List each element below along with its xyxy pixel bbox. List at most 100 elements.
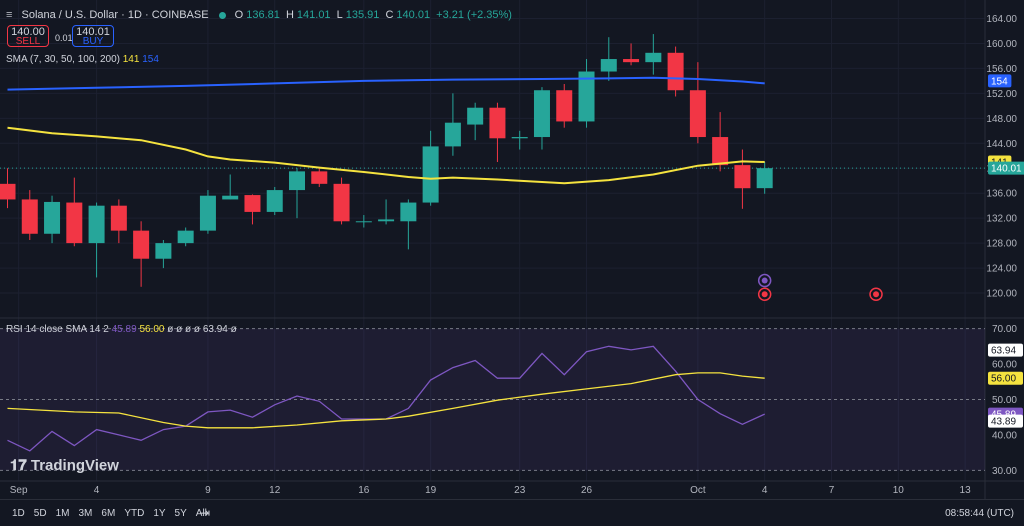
rsi-tick-label: 50.00 — [992, 395, 1017, 406]
candle-body — [511, 137, 528, 139]
candle-body — [66, 202, 83, 244]
rsi-badge-bg — [988, 371, 1023, 385]
candle-body — [133, 230, 150, 259]
time-tick-label: 7 — [829, 485, 835, 496]
time-tick-label: 16 — [358, 485, 370, 496]
candle — [355, 215, 372, 228]
candle — [88, 202, 105, 278]
buy-button[interactable]: 140.01 BUY — [72, 25, 114, 47]
candle-body — [689, 90, 706, 138]
rsi-badge: 63.94 — [988, 343, 1023, 357]
sma-fast-line — [7, 126, 765, 185]
high-value: 141.01 — [296, 9, 331, 21]
menu-icon[interactable]: ≡ — [6, 9, 13, 21]
candle — [311, 168, 328, 187]
time-tick-label: 10 — [893, 485, 905, 496]
clock-readout[interactable]: 08:58:44 (UTC) — [945, 508, 1014, 519]
candle — [511, 130, 528, 150]
range-1m[interactable]: 1M — [55, 508, 70, 519]
tradingview-logo: 𝟏𝟕 TradingView — [10, 457, 119, 474]
candle — [177, 227, 194, 247]
candle-body — [600, 59, 617, 72]
price-tick-label: 164.00 — [986, 14, 1017, 25]
candle — [444, 93, 461, 156]
rsi-badge-label: 63.94 — [991, 346, 1016, 357]
price-tick-label: 160.00 — [986, 39, 1017, 50]
candle-body — [155, 243, 172, 259]
rsi-tick-label: 70.00 — [992, 324, 1017, 335]
candle-body — [333, 183, 350, 222]
candle-body — [222, 195, 239, 200]
candle-body — [444, 122, 461, 147]
candle-body — [734, 165, 751, 189]
range-ytd[interactable]: YTD — [124, 508, 145, 519]
price-tick-label: 136.00 — [986, 189, 1017, 200]
candle — [44, 195, 61, 244]
rsi-tick-label: 30.00 — [992, 466, 1017, 477]
candle-body — [110, 205, 127, 231]
candle-body — [467, 107, 484, 125]
time-tick-label: Oct — [690, 485, 706, 496]
range-5y[interactable]: 5Y — [174, 508, 187, 519]
time-tick-label: 13 — [960, 485, 972, 496]
range-selector: 1D 5D 1M 3M 6M YTD 1Y 5Y All — [12, 508, 216, 519]
candle — [489, 102, 506, 162]
calendar-icon[interactable]: ⇥ — [200, 506, 211, 520]
range-1y[interactable]: 1Y — [153, 508, 166, 519]
price-badge-label: 140.01 — [991, 164, 1022, 175]
bottom-toolbar: 1D 5D 1M 3M 6M YTD 1Y 5Y All ⇥ 08:58:44 (UTC) — [0, 499, 1024, 526]
candle-body — [88, 205, 105, 244]
spread-value: 0.01 — [55, 33, 73, 43]
candle — [244, 194, 261, 225]
sma-slow-line — [7, 76, 765, 91]
candle-body — [645, 52, 662, 63]
event-marker-core — [761, 277, 768, 284]
candle-body — [355, 221, 372, 223]
candle — [689, 62, 706, 144]
candle-body — [266, 190, 283, 212]
event-marker-core — [873, 291, 880, 298]
price-tick-label: 132.00 — [986, 214, 1017, 225]
price-tick-label: 128.00 — [986, 239, 1017, 250]
rsi-badge-bg — [988, 414, 1023, 428]
symbol-title[interactable]: Solana / U.S. Dollar · 1D · COINBASE — [21, 9, 209, 21]
candle-body — [623, 59, 640, 63]
range-6m[interactable]: 6M — [101, 508, 116, 519]
price-tick-label: 124.00 — [986, 264, 1017, 275]
sell-button[interactable]: 140.00 SELL — [7, 25, 49, 47]
candle-body — [578, 71, 595, 122]
range-5d[interactable]: 5D — [33, 508, 47, 519]
candle-body — [199, 195, 216, 231]
candle-body — [177, 230, 194, 244]
rsi-legend[interactable]: RSI 14 close SMA 14 2 45.89 56.00 ø ø ø … — [6, 324, 237, 335]
rsi-badge-bg — [988, 343, 1023, 357]
price-badge-label: 154 — [991, 76, 1008, 87]
price-tick-label: 152.00 — [986, 89, 1017, 100]
change-value: +3.21 (+2.35%) — [436, 9, 512, 21]
rsi-badge-label: 56.00 — [991, 374, 1016, 385]
flag-event-icon — [869, 287, 883, 302]
range-1d[interactable]: 1D — [12, 508, 25, 519]
candle-body — [667, 52, 684, 91]
price-tick-label: 120.00 — [986, 289, 1017, 300]
candle — [734, 149, 751, 209]
price-tick-label: 144.00 — [986, 139, 1017, 150]
candle — [578, 59, 595, 128]
candle — [533, 87, 550, 150]
candle — [400, 199, 417, 250]
candle — [600, 37, 617, 81]
rsi-badge-label: 43.89 — [991, 417, 1016, 428]
time-tick-label: 4 — [762, 485, 768, 496]
rsi-ma-line — [7, 372, 765, 429]
candle — [66, 177, 83, 247]
candle — [0, 168, 16, 209]
range-3m[interactable]: 3M — [78, 508, 93, 519]
candle-body — [712, 137, 729, 166]
candle-body — [422, 146, 439, 203]
sma-legend[interactable]: SMA (7, 30, 50, 100, 200) 141 154 — [6, 54, 159, 65]
candle — [378, 199, 395, 225]
time-tick-label: 9 — [205, 485, 211, 496]
candle — [110, 199, 127, 244]
range-all[interactable]: All — [195, 508, 207, 519]
